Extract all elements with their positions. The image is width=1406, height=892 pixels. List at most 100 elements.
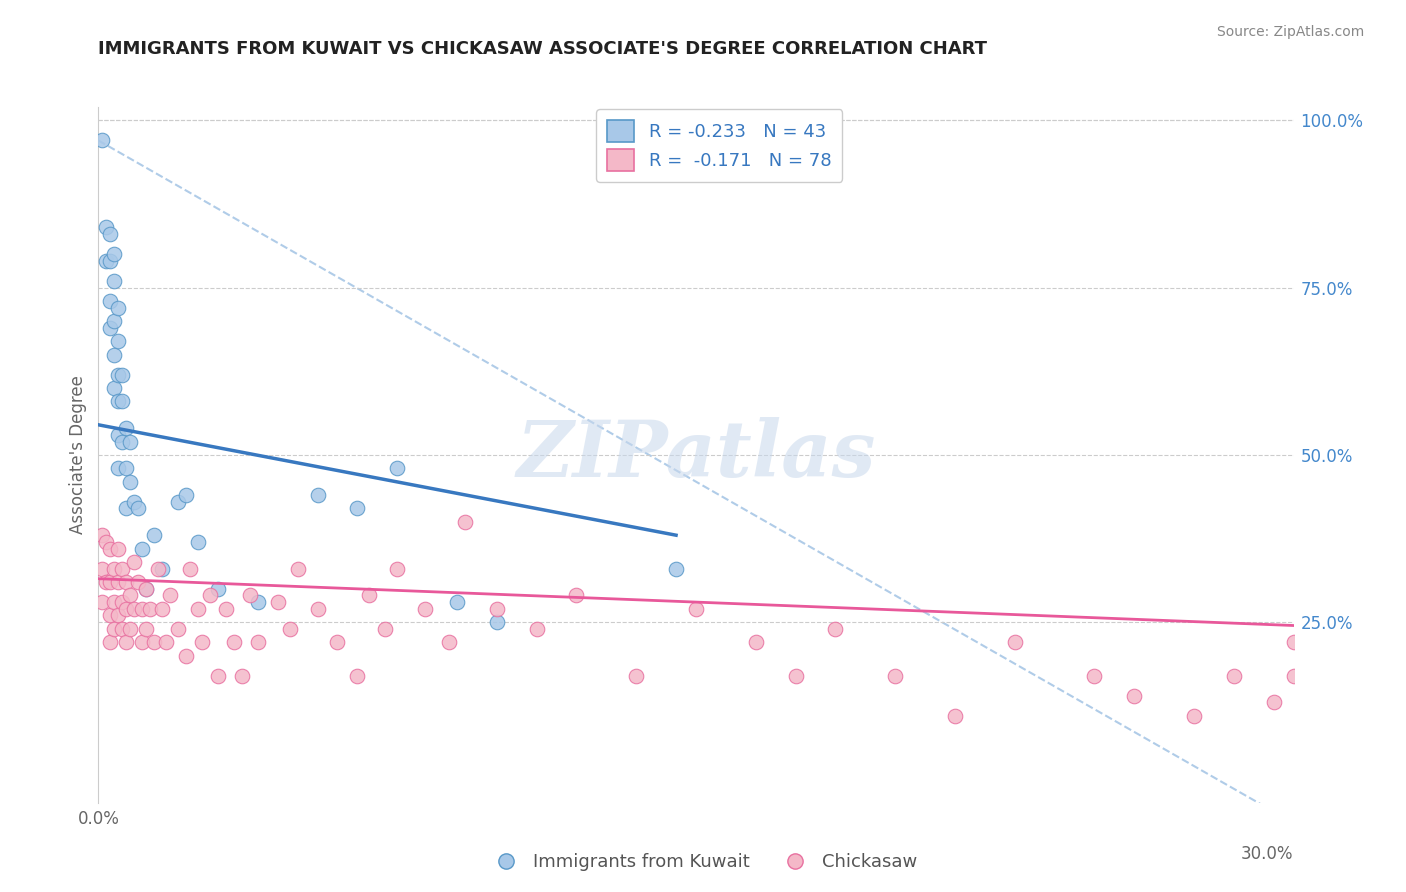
Text: Source: ZipAtlas.com: Source: ZipAtlas.com — [1216, 25, 1364, 39]
Point — [565, 589, 588, 603]
Point — [454, 515, 477, 529]
Point — [246, 595, 269, 609]
Point — [135, 582, 157, 596]
Point — [115, 421, 138, 435]
Point — [824, 622, 846, 636]
Point — [685, 602, 707, 616]
Point — [100, 254, 122, 268]
Point — [120, 434, 142, 449]
Point — [115, 461, 138, 475]
Point — [326, 635, 349, 649]
Point — [107, 368, 129, 382]
Point — [346, 669, 368, 683]
Point — [124, 494, 146, 508]
Point — [120, 475, 142, 489]
Point — [127, 501, 149, 516]
Point — [374, 622, 396, 636]
Point — [359, 589, 381, 603]
Point — [96, 575, 118, 590]
Point — [150, 562, 173, 576]
Point — [124, 555, 146, 569]
Point — [91, 528, 114, 542]
Point — [143, 635, 166, 649]
Point — [103, 314, 125, 328]
Legend: Immigrants from Kuwait, Chickasaw: Immigrants from Kuwait, Chickasaw — [481, 847, 925, 879]
Text: IMMIGRANTS FROM KUWAIT VS CHICKASAW ASSOCIATE'S DEGREE CORRELATION CHART: IMMIGRANTS FROM KUWAIT VS CHICKASAW ASSO… — [98, 40, 987, 58]
Point — [148, 562, 170, 576]
Point — [267, 595, 290, 609]
Point — [107, 461, 129, 475]
Point — [124, 602, 146, 616]
Point — [143, 528, 166, 542]
Point — [91, 595, 114, 609]
Point — [103, 381, 125, 395]
Point — [111, 622, 134, 636]
Point — [626, 669, 648, 683]
Point — [107, 541, 129, 556]
Point — [665, 562, 688, 576]
Point — [100, 227, 122, 242]
Point — [111, 562, 134, 576]
Point — [120, 589, 142, 603]
Point — [222, 635, 245, 649]
Legend: R = -0.233   N = 43, R =  -0.171   N = 78: R = -0.233 N = 43, R = -0.171 N = 78 — [596, 109, 842, 182]
Point — [198, 589, 221, 603]
Point — [207, 669, 229, 683]
Point — [1083, 669, 1105, 683]
Point — [91, 134, 114, 148]
Point — [107, 301, 129, 315]
Point — [111, 368, 134, 382]
Point — [100, 294, 122, 309]
Point — [307, 488, 329, 502]
Point — [1263, 696, 1285, 710]
Point — [135, 582, 157, 596]
Point — [103, 348, 125, 362]
Text: ZIPatlas: ZIPatlas — [516, 417, 876, 493]
Point — [131, 541, 153, 556]
Point — [107, 334, 129, 349]
Point — [100, 541, 122, 556]
Point — [191, 635, 214, 649]
Point — [111, 595, 134, 609]
Point — [120, 622, 142, 636]
Point — [103, 595, 125, 609]
Point — [1282, 635, 1305, 649]
Point — [526, 622, 548, 636]
Point — [103, 562, 125, 576]
Point — [1123, 689, 1146, 703]
Point — [131, 635, 153, 649]
Point — [437, 635, 460, 649]
Point — [187, 535, 209, 549]
Point — [150, 602, 173, 616]
Point — [174, 488, 197, 502]
Point — [115, 575, 138, 590]
Point — [179, 562, 201, 576]
Point — [485, 615, 508, 630]
Point — [785, 669, 807, 683]
Y-axis label: Associate's Degree: Associate's Degree — [69, 376, 87, 534]
Point — [239, 589, 262, 603]
Point — [103, 274, 125, 288]
Point — [485, 602, 508, 616]
Point — [167, 494, 190, 508]
Point — [385, 562, 409, 576]
Point — [131, 602, 153, 616]
Point — [287, 562, 309, 576]
Point — [107, 428, 129, 442]
Point — [174, 648, 197, 663]
Point — [96, 254, 118, 268]
Point — [139, 602, 162, 616]
Point — [107, 394, 129, 409]
Point — [111, 394, 134, 409]
Point — [135, 622, 157, 636]
Point — [1222, 669, 1246, 683]
Point — [115, 635, 138, 649]
Point — [111, 434, 134, 449]
Point — [159, 589, 181, 603]
Point — [187, 602, 209, 616]
Point — [100, 608, 122, 623]
Point — [346, 501, 368, 516]
Point — [207, 582, 229, 596]
Point — [91, 562, 114, 576]
Point — [1182, 708, 1205, 723]
